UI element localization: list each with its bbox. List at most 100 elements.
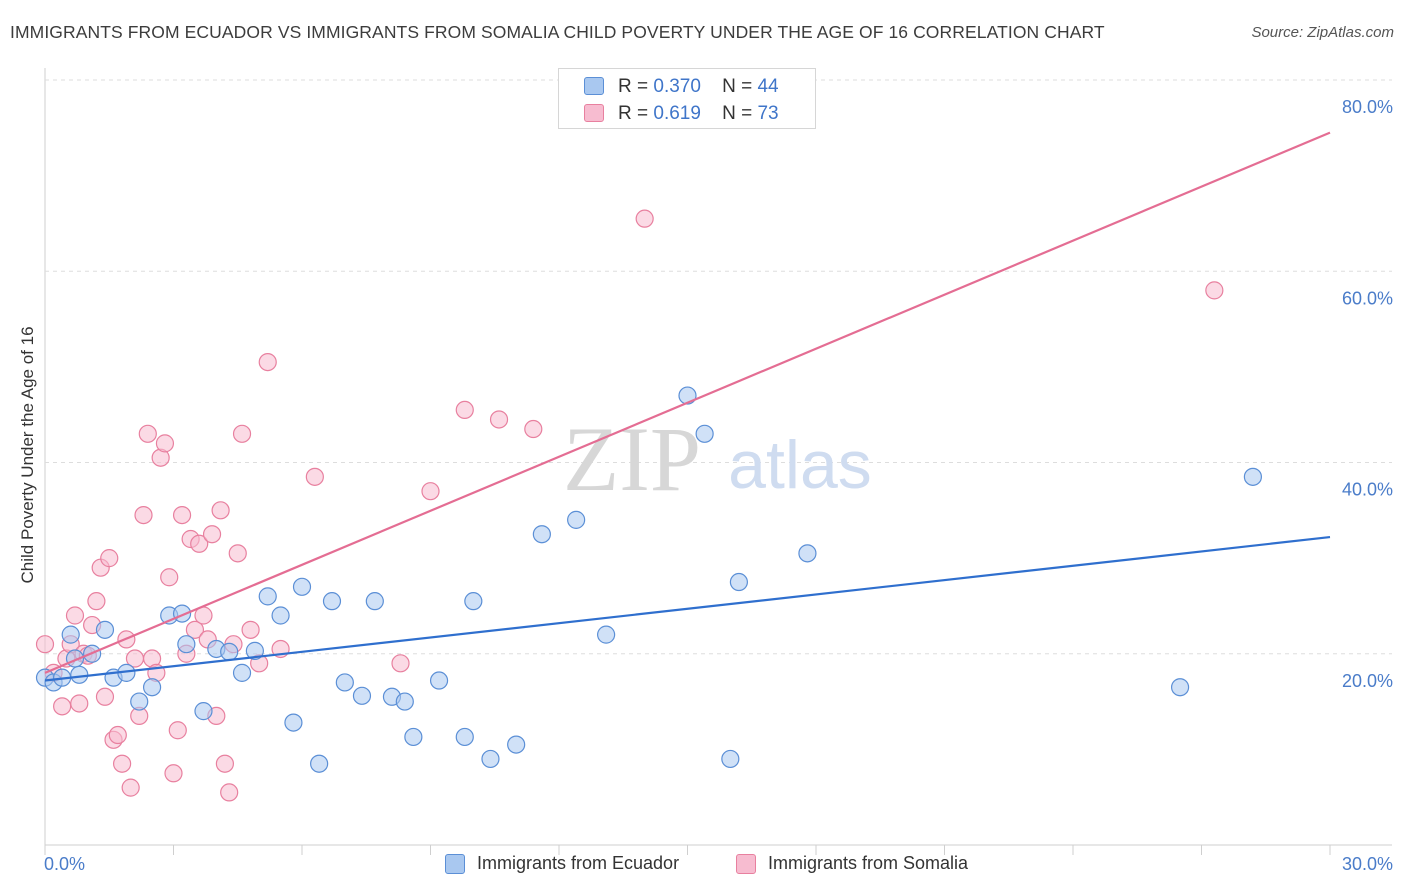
somalia-point bbox=[305, 467, 324, 486]
ecuador-point bbox=[1243, 467, 1263, 486]
r-value: 0.370 bbox=[653, 76, 701, 97]
somalia-point bbox=[65, 606, 85, 625]
somalia-point bbox=[190, 534, 209, 553]
somalia-point bbox=[241, 620, 260, 639]
r-label: R = bbox=[618, 103, 649, 124]
somalia-point bbox=[524, 419, 543, 439]
ecuador-point bbox=[232, 663, 252, 682]
ecuador-point bbox=[678, 386, 697, 405]
source-label: Source: ZipAtlas.com bbox=[1251, 24, 1394, 41]
x-tick-label: 0.0% bbox=[44, 854, 85, 874]
ecuador-point bbox=[464, 592, 483, 611]
ecuador-point bbox=[271, 606, 290, 625]
somalia-point bbox=[35, 635, 55, 654]
somalia-point bbox=[421, 482, 440, 501]
ecuador-point bbox=[798, 544, 817, 563]
y-tick-label: 40.0% bbox=[1342, 480, 1393, 500]
ecuador-point bbox=[194, 702, 213, 721]
ecuador-point bbox=[455, 727, 474, 747]
somalia-point bbox=[215, 754, 234, 773]
somalia-point bbox=[95, 687, 115, 706]
ecuador-point bbox=[532, 525, 551, 544]
ecuador-point bbox=[404, 727, 423, 747]
somalia-point bbox=[53, 697, 72, 716]
somalia-point bbox=[108, 725, 127, 745]
somalia-point bbox=[391, 654, 410, 673]
ecuador-point bbox=[70, 665, 89, 684]
ecuador-point bbox=[395, 692, 414, 711]
somalia-point bbox=[258, 352, 277, 372]
somalia-point bbox=[211, 501, 230, 520]
ecuador-point bbox=[729, 572, 749, 592]
watermark-zip: ZIP bbox=[563, 408, 701, 510]
watermark: ZIP atlas bbox=[563, 408, 872, 510]
stats-legend: R = 0.370 N = 44 R = 0.619 N = 73 bbox=[558, 68, 816, 129]
ecuador-point bbox=[61, 625, 80, 644]
ecuador-point bbox=[292, 577, 312, 596]
somalia-point bbox=[455, 400, 474, 420]
ecuador-point bbox=[429, 671, 449, 690]
somalia-trend-line bbox=[44, 131, 1331, 674]
ecuador-point bbox=[310, 754, 329, 773]
points-layer bbox=[35, 209, 1263, 802]
r-label: R = bbox=[618, 76, 649, 97]
somalia-point bbox=[228, 544, 247, 563]
y-tick-label: 60.0% bbox=[1342, 288, 1393, 308]
ecuador-point bbox=[597, 625, 616, 644]
ecuador-legend-swatch bbox=[445, 854, 465, 874]
n-label: N = bbox=[722, 76, 753, 97]
ecuador-point bbox=[177, 635, 196, 654]
trend-layer bbox=[44, 131, 1331, 682]
ecuador-point bbox=[130, 692, 149, 711]
x-tick-label: 30.0% bbox=[1342, 854, 1393, 874]
somalia-point bbox=[172, 505, 192, 525]
ecuador-point bbox=[245, 641, 264, 660]
somalia-point bbox=[220, 783, 239, 802]
n-label: N = bbox=[722, 103, 753, 124]
ecuador-point bbox=[142, 678, 162, 697]
somalia-point bbox=[232, 424, 252, 443]
watermark-atlas: atlas bbox=[728, 427, 872, 503]
somalia-point bbox=[138, 424, 157, 443]
ecuador-point bbox=[322, 592, 342, 611]
somalia-point bbox=[112, 754, 132, 773]
n-value: 44 bbox=[757, 76, 779, 97]
ecuador-point bbox=[721, 749, 740, 769]
somalia-point bbox=[100, 549, 119, 568]
ecuador-point bbox=[220, 642, 239, 661]
tick-layer: 20.0% 40.0% 60.0% 80.0% 0.0% 30.0% bbox=[44, 97, 1393, 874]
grid-layer bbox=[44, 68, 1392, 855]
somalia-point bbox=[160, 568, 179, 587]
ecuador-point bbox=[352, 686, 372, 705]
somalia-swatch bbox=[584, 104, 604, 122]
ecuador-trend-line bbox=[44, 535, 1331, 682]
somalia-point bbox=[185, 620, 205, 639]
ecuador-point bbox=[507, 735, 526, 754]
ecuador-point bbox=[284, 713, 303, 732]
somalia-point bbox=[87, 592, 106, 611]
r-value: 0.619 bbox=[653, 103, 701, 124]
ecuador-point bbox=[695, 424, 714, 443]
somalia-point bbox=[635, 209, 654, 228]
chart-title: IMMIGRANTS FROM ECUADOR VS IMMIGRANTS FR… bbox=[10, 22, 1105, 42]
y-tick-label: 20.0% bbox=[1342, 671, 1393, 691]
somalia-point bbox=[155, 434, 175, 453]
somalia-legend-swatch bbox=[736, 854, 756, 874]
somalia-point bbox=[202, 525, 222, 544]
ecuador-point bbox=[1170, 678, 1190, 697]
ecuador-point bbox=[258, 587, 277, 606]
legend-label-ecuador: Immigrants from Ecuador bbox=[477, 853, 680, 873]
ecuador-point bbox=[567, 510, 586, 529]
ecuador-point bbox=[365, 592, 384, 611]
somalia-point bbox=[1205, 281, 1224, 300]
legend-label-somalia: Immigrants from Somalia bbox=[768, 853, 969, 873]
somalia-point bbox=[121, 778, 140, 797]
series-legend: Immigrants from Ecuador Immigrants from … bbox=[0, 852, 1406, 878]
y-tick-label: 80.0% bbox=[1342, 97, 1393, 117]
ecuador-point bbox=[481, 749, 500, 769]
somalia-point bbox=[134, 505, 153, 525]
somalia-point bbox=[70, 694, 89, 713]
ecuador-point bbox=[335, 673, 354, 692]
ecuador-point bbox=[95, 620, 115, 639]
